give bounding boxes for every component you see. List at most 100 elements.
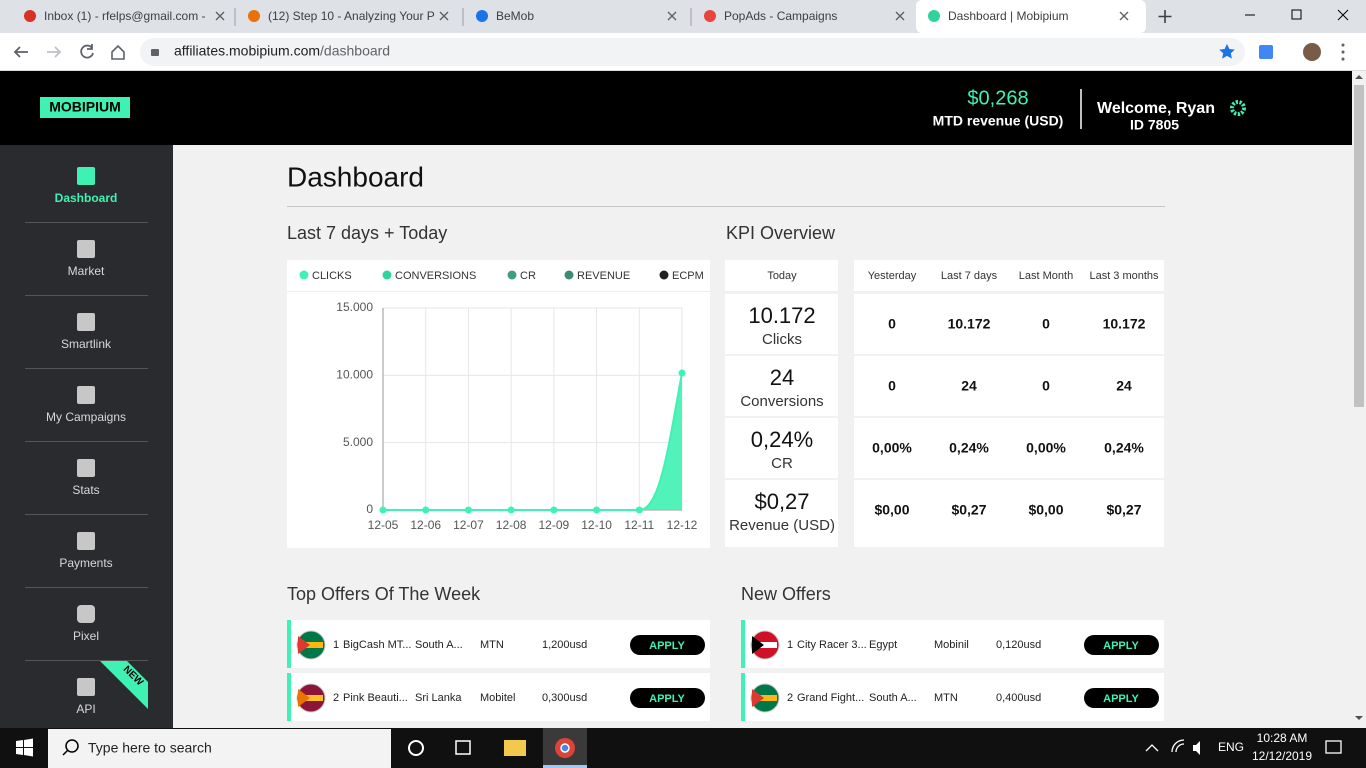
url-host[interactable]: affiliates.mobipium.com <box>174 43 320 59</box>
window-close[interactable] <box>1337 9 1349 21</box>
wifi-icon[interactable] <box>1171 739 1185 753</box>
tab-title[interactable]: (12) Step 10 - Analyzing Your P <box>268 9 435 23</box>
data-point[interactable] <box>379 506 387 514</box>
data-point[interactable] <box>635 506 643 514</box>
new-tab[interactable] <box>1158 10 1172 23</box>
offer-name: BigCash MT... <box>343 639 411 651</box>
notification-icon[interactable] <box>1325 740 1342 754</box>
tab-close[interactable] <box>895 11 905 21</box>
tab-title[interactable]: Dashboard | Mobipium <box>948 9 1069 23</box>
data-point[interactable] <box>678 369 686 377</box>
tab-close[interactable] <box>215 11 225 21</box>
offer-payout: 0,120usd <box>996 639 1041 651</box>
legend-label[interactable]: REVENUE <box>577 270 630 282</box>
legend-label[interactable]: CONVERSIONS <box>395 270 476 282</box>
legend-label[interactable]: CR <box>520 270 536 282</box>
nav-label[interactable]: API <box>76 702 95 716</box>
kpi-today-header <box>725 260 838 291</box>
legend-marker[interactable] <box>564 270 574 280</box>
nav-label[interactable]: Market <box>68 264 105 278</box>
apply-label[interactable]: APPLY <box>649 640 685 652</box>
offer-country: South A... <box>415 639 463 651</box>
tab-close[interactable] <box>1119 11 1129 21</box>
task-view[interactable] <box>455 740 471 755</box>
tab-close[interactable] <box>439 11 449 21</box>
nav-label[interactable]: Dashboard <box>55 191 118 205</box>
tab-title[interactable]: PopAds - Campaigns <box>724 9 837 23</box>
apply-button[interactable] <box>1084 688 1159 708</box>
offer-carrier: MTN <box>480 639 504 651</box>
file-explorer[interactable] <box>504 740 526 756</box>
forward-button[interactable] <box>47 46 62 58</box>
url-path[interactable]: /dashboard <box>320 43 390 59</box>
y-tick-label: 0 <box>366 502 373 516</box>
nav-icon <box>77 459 95 477</box>
flag-band <box>299 642 323 648</box>
apply-button[interactable] <box>1084 635 1159 655</box>
legend-marker[interactable] <box>507 270 517 280</box>
flag-wedge <box>298 689 310 707</box>
kpi-value: 0 <box>1042 316 1050 332</box>
data-point[interactable] <box>464 506 472 514</box>
tab-title[interactable]: Inbox (1) - rfelps@gmail.com - <box>44 9 206 23</box>
tray-date[interactable]: 12/12/2019 <box>1252 749 1312 763</box>
data-point[interactable] <box>593 506 601 514</box>
tray-time[interactable]: 10:28 AM <box>1257 731 1308 745</box>
x-tick-label: 12-09 <box>539 518 570 532</box>
data-point[interactable] <box>550 506 558 514</box>
section-title: New Offers <box>741 584 831 604</box>
scroll-up[interactable] <box>1355 75 1363 79</box>
legend-label[interactable]: ECPM <box>672 270 704 282</box>
logo-box[interactable] <box>40 97 130 118</box>
home-button[interactable] <box>111 44 125 60</box>
y-tick-label: 15.000 <box>336 300 373 314</box>
search-icon-handle <box>62 749 69 756</box>
apply-label[interactable]: APPLY <box>1103 640 1139 652</box>
tray-chevron[interactable] <box>1145 744 1159 752</box>
apply-button[interactable] <box>630 635 705 655</box>
offer-payout: 1,200usd <box>542 639 587 651</box>
kpi-today-cell <box>725 418 838 478</box>
offer-carrier: Mobinil <box>934 639 969 651</box>
apply-button[interactable] <box>630 688 705 708</box>
start-button[interactable] <box>16 738 33 757</box>
bookmark-star[interactable] <box>1219 44 1235 59</box>
cortana[interactable] <box>408 740 424 756</box>
tab-title[interactable]: BeMob <box>496 9 534 23</box>
window-max[interactable] <box>1291 9 1302 20</box>
nav-label[interactable]: My Campaigns <box>46 410 126 424</box>
extension-icon[interactable] <box>1259 45 1273 59</box>
scroll-down[interactable] <box>1355 716 1363 720</box>
data-point[interactable] <box>422 506 430 514</box>
nav-label[interactable]: Smartlink <box>61 337 112 351</box>
profile-avatar[interactable] <box>1303 43 1321 61</box>
legend-marker[interactable] <box>659 270 669 280</box>
offer-name: Grand Fight... <box>797 692 864 704</box>
tab-active[interactable] <box>916 0 1146 33</box>
back-button[interactable] <box>13 46 28 58</box>
kpi-header-label: Last 3 months <box>1089 270 1159 282</box>
apply-label[interactable]: APPLY <box>1103 693 1139 705</box>
tray-lang[interactable]: ENG <box>1218 740 1244 754</box>
search-box[interactable] <box>48 729 391 768</box>
logo-text[interactable]: MOBIPIUM <box>49 99 121 115</box>
x-tick-label: 12-05 <box>368 518 399 532</box>
data-point[interactable] <box>507 506 515 514</box>
legend-marker[interactable] <box>382 270 392 280</box>
legend-label[interactable]: CLICKS <box>312 270 352 282</box>
legend-marker[interactable] <box>299 270 309 280</box>
x-tick-label: 12-11 <box>624 518 654 532</box>
apply-label[interactable]: APPLY <box>649 693 685 705</box>
omnibox[interactable] <box>140 38 1245 66</box>
nav-label[interactable]: Pixel <box>73 629 99 643</box>
settings-gear[interactable] <box>1230 100 1246 116</box>
tab-close[interactable] <box>667 11 677 21</box>
search-placeholder[interactable]: Type here to search <box>88 740 212 756</box>
volume-icon[interactable] <box>1193 741 1200 755</box>
reload-button[interactable] <box>80 44 94 59</box>
nav-label[interactable]: Stats <box>72 483 99 497</box>
nav-label[interactable]: Payments <box>59 556 112 570</box>
offer-carrier: Mobitel <box>480 692 515 704</box>
scrollbar-thumb <box>1354 85 1364 407</box>
